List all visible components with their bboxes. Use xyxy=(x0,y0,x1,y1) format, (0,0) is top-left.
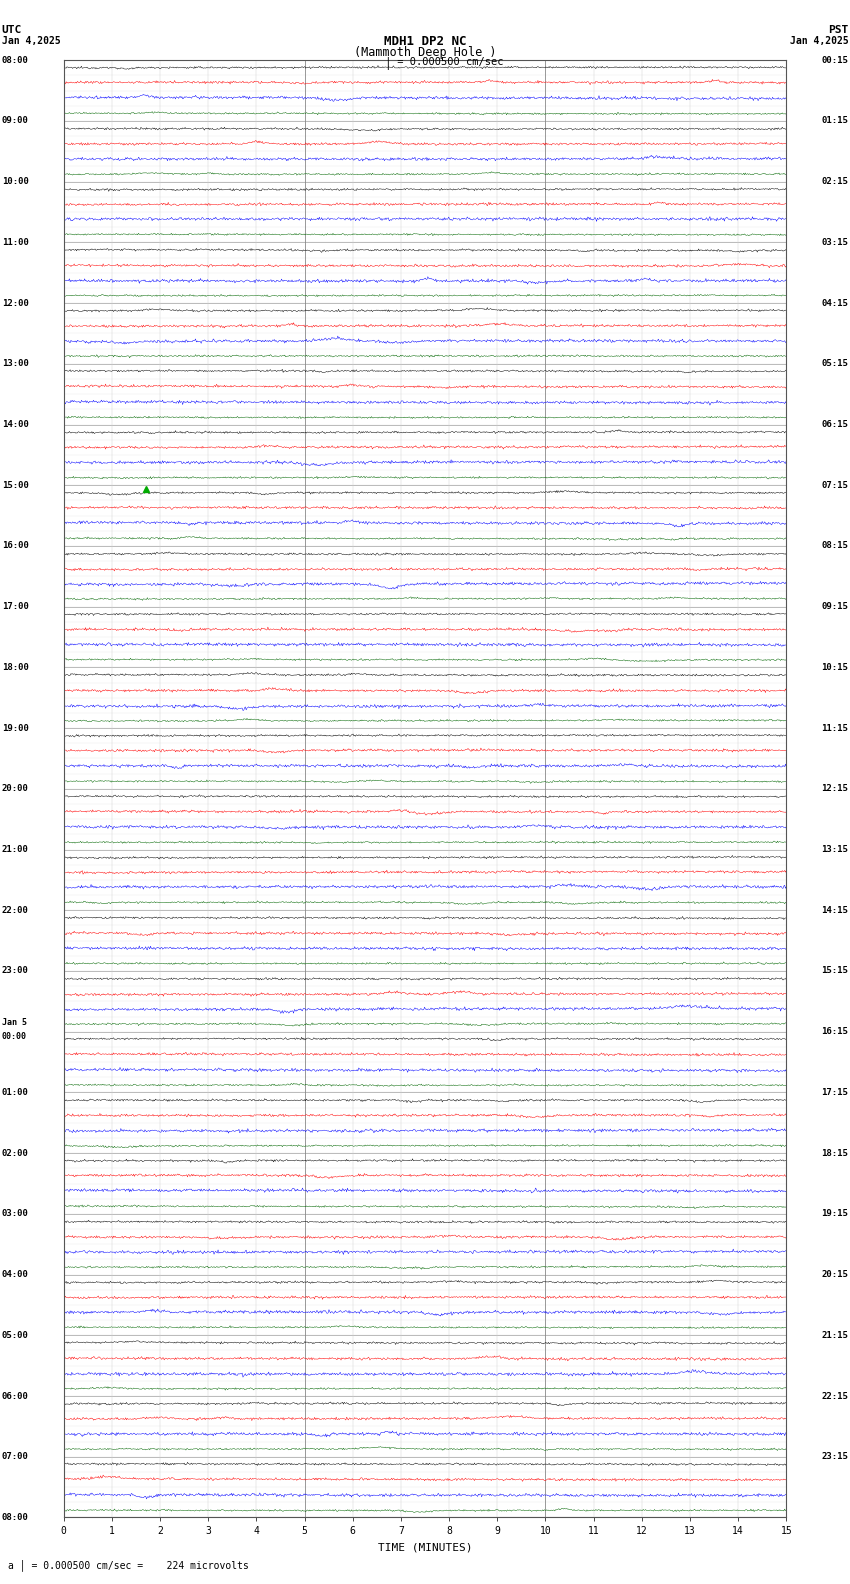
Text: │: │ xyxy=(384,57,391,70)
Text: 22:15: 22:15 xyxy=(821,1391,848,1400)
Text: 13:15: 13:15 xyxy=(821,844,848,854)
Text: 11:15: 11:15 xyxy=(821,724,848,733)
Text: 02:00: 02:00 xyxy=(2,1148,29,1158)
Text: 10:00: 10:00 xyxy=(2,177,29,187)
Text: 17:00: 17:00 xyxy=(2,602,29,611)
Text: (Mammoth Deep Hole ): (Mammoth Deep Hole ) xyxy=(354,46,496,59)
Text: 12:15: 12:15 xyxy=(821,784,848,794)
Text: 23:15: 23:15 xyxy=(821,1453,848,1462)
Text: 03:00: 03:00 xyxy=(2,1209,29,1218)
Text: Jan 5: Jan 5 xyxy=(2,1019,26,1026)
Text: 06:15: 06:15 xyxy=(821,420,848,429)
Text: 05:00: 05:00 xyxy=(2,1331,29,1340)
Text: = 0.000500 cm/sec: = 0.000500 cm/sec xyxy=(391,57,503,67)
Text: 20:15: 20:15 xyxy=(821,1270,848,1280)
Text: 17:15: 17:15 xyxy=(821,1088,848,1098)
Text: 09:15: 09:15 xyxy=(821,602,848,611)
Text: 21:15: 21:15 xyxy=(821,1331,848,1340)
Text: 07:15: 07:15 xyxy=(821,480,848,489)
Text: 03:15: 03:15 xyxy=(821,238,848,247)
Text: Jan 4,2025: Jan 4,2025 xyxy=(790,36,848,46)
Text: 01:00: 01:00 xyxy=(2,1088,29,1098)
Text: 08:00: 08:00 xyxy=(2,1513,29,1522)
Text: PST: PST xyxy=(828,25,848,35)
Text: 18:00: 18:00 xyxy=(2,662,29,672)
X-axis label: TIME (MINUTES): TIME (MINUTES) xyxy=(377,1543,473,1552)
Text: 05:15: 05:15 xyxy=(821,360,848,369)
Text: 04:00: 04:00 xyxy=(2,1270,29,1280)
Text: 16:00: 16:00 xyxy=(2,542,29,551)
Text: 00:15: 00:15 xyxy=(821,55,848,65)
Text: 10:15: 10:15 xyxy=(821,662,848,672)
Text: 07:00: 07:00 xyxy=(2,1453,29,1462)
Text: 08:15: 08:15 xyxy=(821,542,848,551)
Text: a │ = 0.000500 cm/sec =    224 microvolts: a │ = 0.000500 cm/sec = 224 microvolts xyxy=(8,1560,249,1571)
Text: 02:15: 02:15 xyxy=(821,177,848,187)
Text: 13:00: 13:00 xyxy=(2,360,29,369)
Text: 20:00: 20:00 xyxy=(2,784,29,794)
Text: 18:15: 18:15 xyxy=(821,1148,848,1158)
Text: Jan 4,2025: Jan 4,2025 xyxy=(2,36,60,46)
Text: 16:15: 16:15 xyxy=(821,1026,848,1036)
Text: 14:15: 14:15 xyxy=(821,906,848,916)
Text: 14:00: 14:00 xyxy=(2,420,29,429)
Text: 19:15: 19:15 xyxy=(821,1209,848,1218)
Text: 21:00: 21:00 xyxy=(2,844,29,854)
Text: 09:00: 09:00 xyxy=(2,116,29,125)
Text: 19:00: 19:00 xyxy=(2,724,29,733)
Text: 04:15: 04:15 xyxy=(821,298,848,307)
Text: 22:00: 22:00 xyxy=(2,906,29,916)
Text: 08:00: 08:00 xyxy=(2,55,29,65)
Text: 11:00: 11:00 xyxy=(2,238,29,247)
Text: UTC: UTC xyxy=(2,25,22,35)
Text: 00:00: 00:00 xyxy=(2,1031,26,1041)
Text: 23:00: 23:00 xyxy=(2,966,29,976)
Text: 01:15: 01:15 xyxy=(821,116,848,125)
Text: 12:00: 12:00 xyxy=(2,298,29,307)
Text: 15:15: 15:15 xyxy=(821,966,848,976)
Text: 06:00: 06:00 xyxy=(2,1391,29,1400)
Text: 15:00: 15:00 xyxy=(2,480,29,489)
Text: MDH1 DP2 NC: MDH1 DP2 NC xyxy=(383,35,467,48)
